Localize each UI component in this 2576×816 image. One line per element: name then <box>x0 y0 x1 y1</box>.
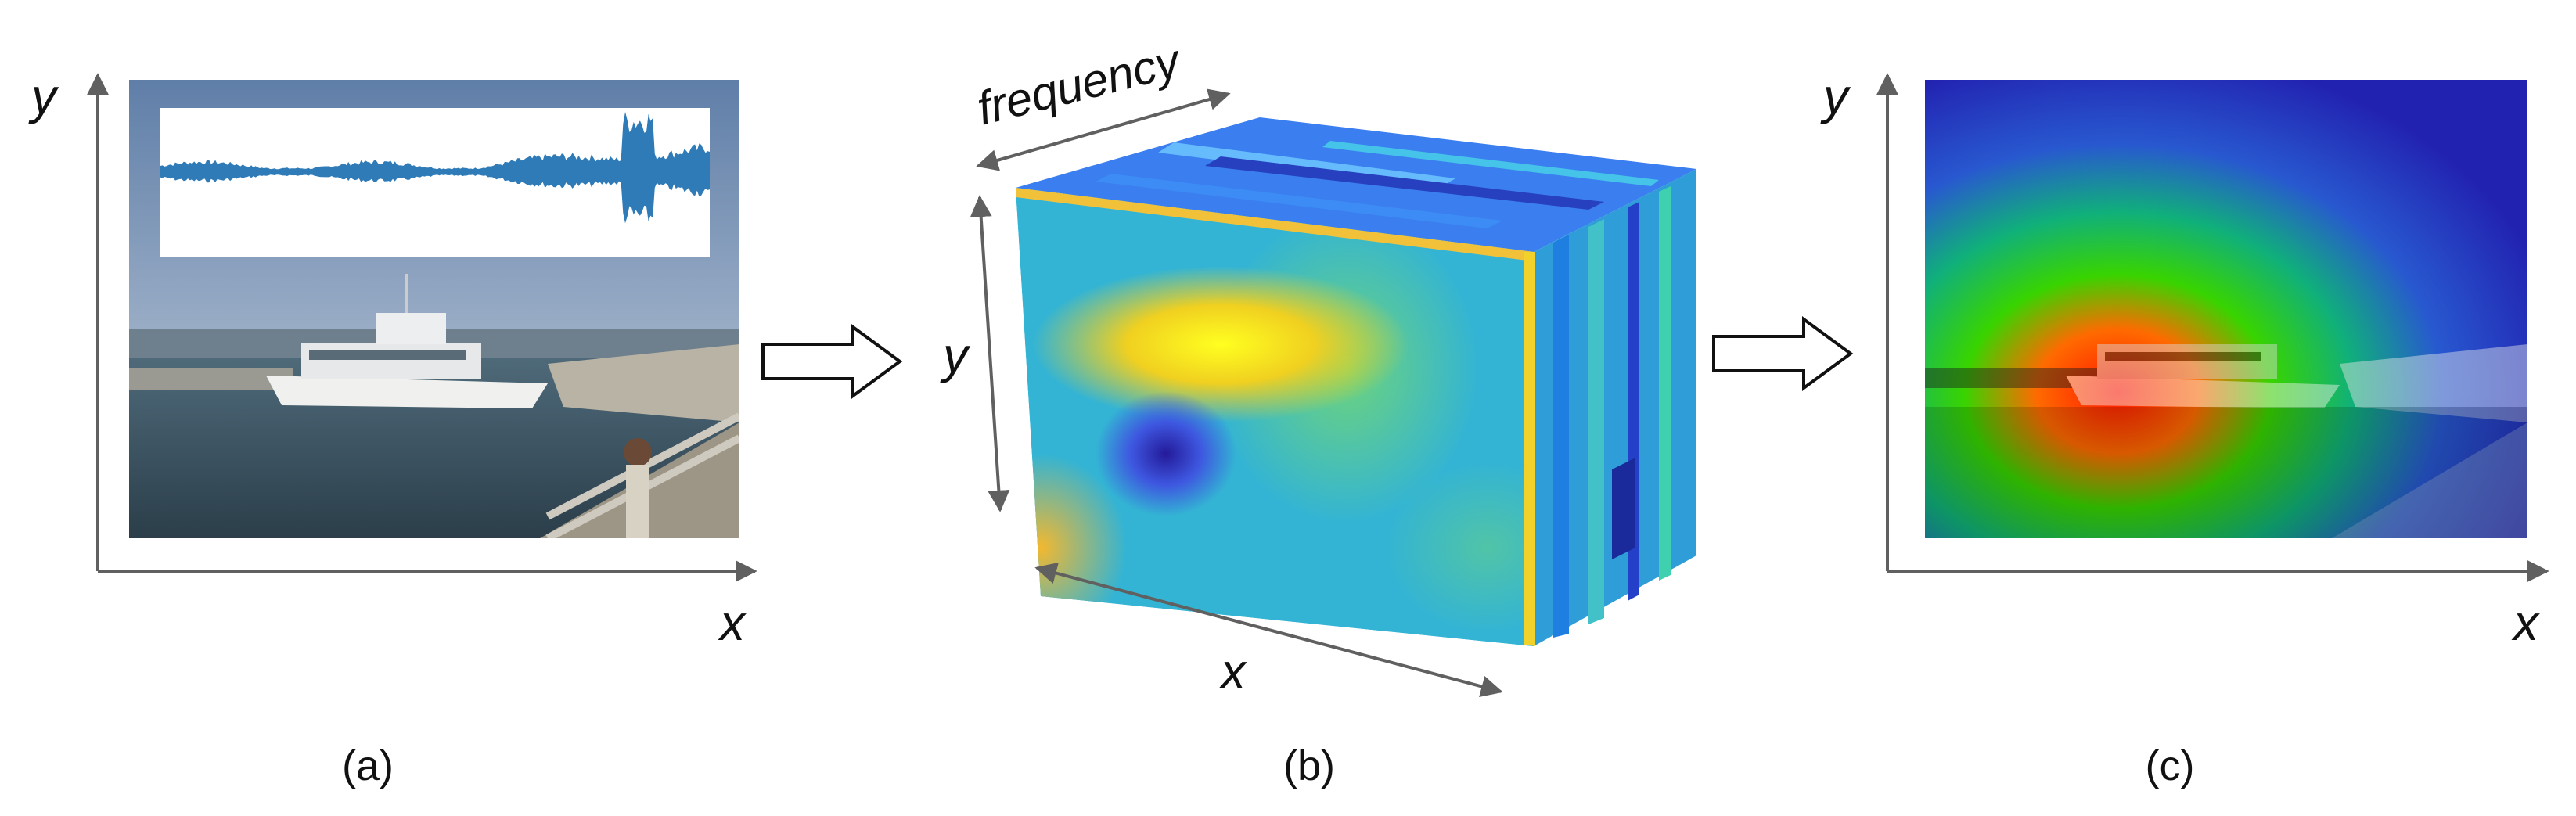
panel-b-depth-axis <box>976 88 1231 171</box>
cube-edge-strip <box>1016 188 1534 261</box>
panel-b-x-axis <box>1034 562 1503 698</box>
panel-c-label: (c) <box>2146 742 2195 789</box>
panel-b: frequency y x (b) <box>940 34 1696 789</box>
panel-a-photo <box>129 80 739 538</box>
panel-a: y x (a) <box>28 68 757 789</box>
panel-a-y-label: y <box>28 68 59 124</box>
waveform-signal <box>160 112 710 224</box>
panel-b-label: (b) <box>1283 742 1335 789</box>
panel-c-x-label: x <box>2511 595 2540 651</box>
panel-c-heatmap-overlay <box>1925 80 2527 538</box>
panel-c: y x (c) <box>1820 68 2549 789</box>
cube-edge-strip-vertical <box>1524 252 1535 646</box>
panel-b-y-label: y <box>940 327 971 383</box>
boat <box>266 274 548 408</box>
cube-top-stripes <box>1096 141 1659 228</box>
cube-side-columns <box>1553 186 1671 638</box>
panel-b-y-axis <box>970 195 1010 512</box>
panel-b-x-label: x <box>1218 643 1247 699</box>
panel-c-y-label: y <box>1820 68 1851 124</box>
panel-a-label: (a) <box>342 742 394 789</box>
block-arrow-right-icon <box>761 324 903 399</box>
cube-side-face <box>1534 169 1696 646</box>
block-arrow-right-icon <box>1712 316 1854 391</box>
panel-a-x-label: x <box>718 595 747 651</box>
panel-b-depth-label: frequency <box>972 34 1188 135</box>
